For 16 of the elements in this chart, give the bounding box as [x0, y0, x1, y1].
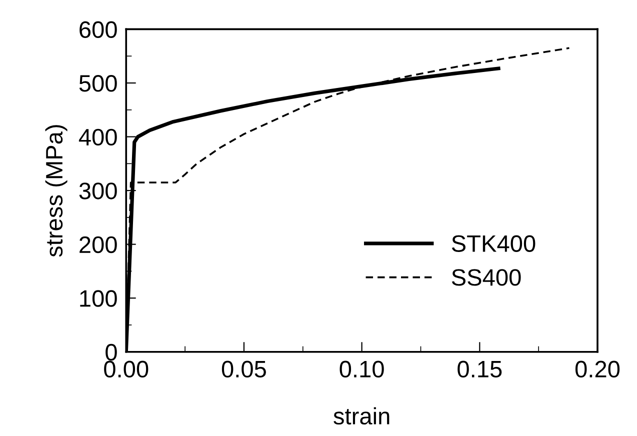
y-tick-label: 200	[80, 236, 117, 254]
y-tick-label: 100	[80, 290, 117, 307]
y-tick-label: 600	[80, 21, 117, 38]
x-tick-label: 0.10	[340, 360, 384, 378]
legend-label: STK400	[452, 235, 536, 252]
y-axis-title: stress (MPa)	[45, 125, 68, 257]
x-axis-title: strain	[334, 407, 390, 425]
y-tick-label: 500	[79, 75, 117, 92]
x-tick-label: 0.00	[104, 360, 148, 378]
y-tick-label: 0	[106, 344, 117, 361]
x-tick-label: 0.20	[575, 360, 620, 378]
legend-label: SS400	[452, 269, 521, 286]
x-tick-label: 0.05	[222, 360, 266, 378]
y-tick-label: 400	[78, 128, 117, 146]
x-tick-label: 0.15	[458, 360, 502, 378]
y-tick-label: 300	[79, 182, 117, 200]
